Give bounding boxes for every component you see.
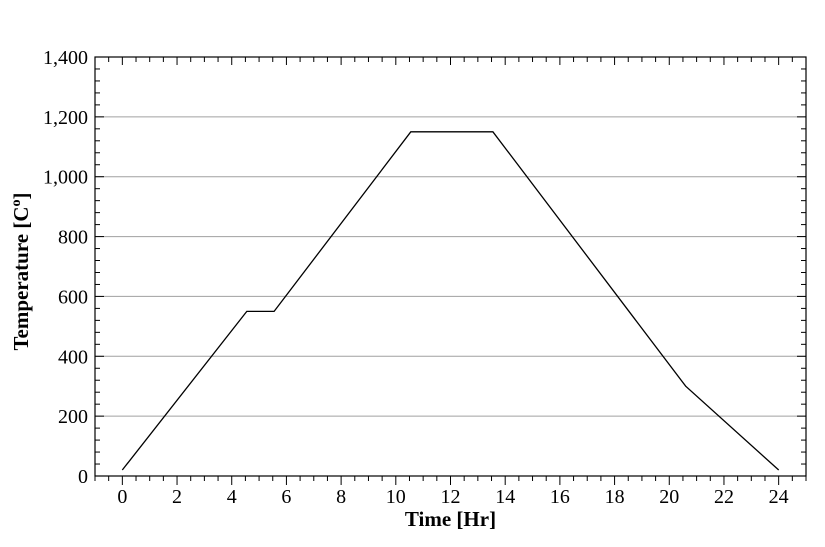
y-tick-label: 600 — [58, 286, 88, 308]
y-tick-label: 1,400 — [43, 47, 88, 69]
y-axis-title: Temperature [Co] — [9, 192, 33, 350]
x-tick-label: 12 — [441, 486, 461, 508]
y-tick-label: 800 — [58, 227, 88, 249]
y-tick-label: 0 — [78, 466, 88, 488]
x-tick-label: 20 — [659, 486, 679, 508]
y-tick-label: 200 — [58, 406, 88, 428]
x-tick-label: 16 — [550, 486, 570, 508]
x-tick-label: 0 — [117, 486, 127, 508]
tick-marks — [94, 56, 807, 485]
x-tick-label: 22 — [714, 486, 734, 508]
x-tick-label: 6 — [281, 486, 291, 508]
y-tick-label: 1,200 — [43, 107, 88, 129]
grid-lines — [95, 116, 806, 417]
temperature-series-line — [121, 131, 780, 471]
plot-frame — [94, 56, 807, 477]
x-axis-title: Time [Hr] — [405, 507, 496, 531]
x-tick-labels: 0 2 4 6 8 10 12 14 16 18 20 22 24 — [117, 486, 788, 508]
x-tick-label: 24 — [769, 486, 789, 508]
x-tick-label: 4 — [227, 486, 237, 508]
y-tick-label: 400 — [58, 346, 88, 368]
data-series — [121, 131, 780, 471]
x-tick-label: 2 — [172, 486, 182, 508]
x-tick-label: 10 — [386, 486, 406, 508]
y-tick-label: 1,000 — [43, 167, 88, 189]
x-tick-label: 18 — [605, 486, 625, 508]
x-tick-label: 8 — [336, 486, 346, 508]
x-tick-label: 14 — [495, 486, 515, 508]
y-tick-labels: 0 200 400 600 800 1,000 1,200 1,400 — [43, 47, 88, 488]
